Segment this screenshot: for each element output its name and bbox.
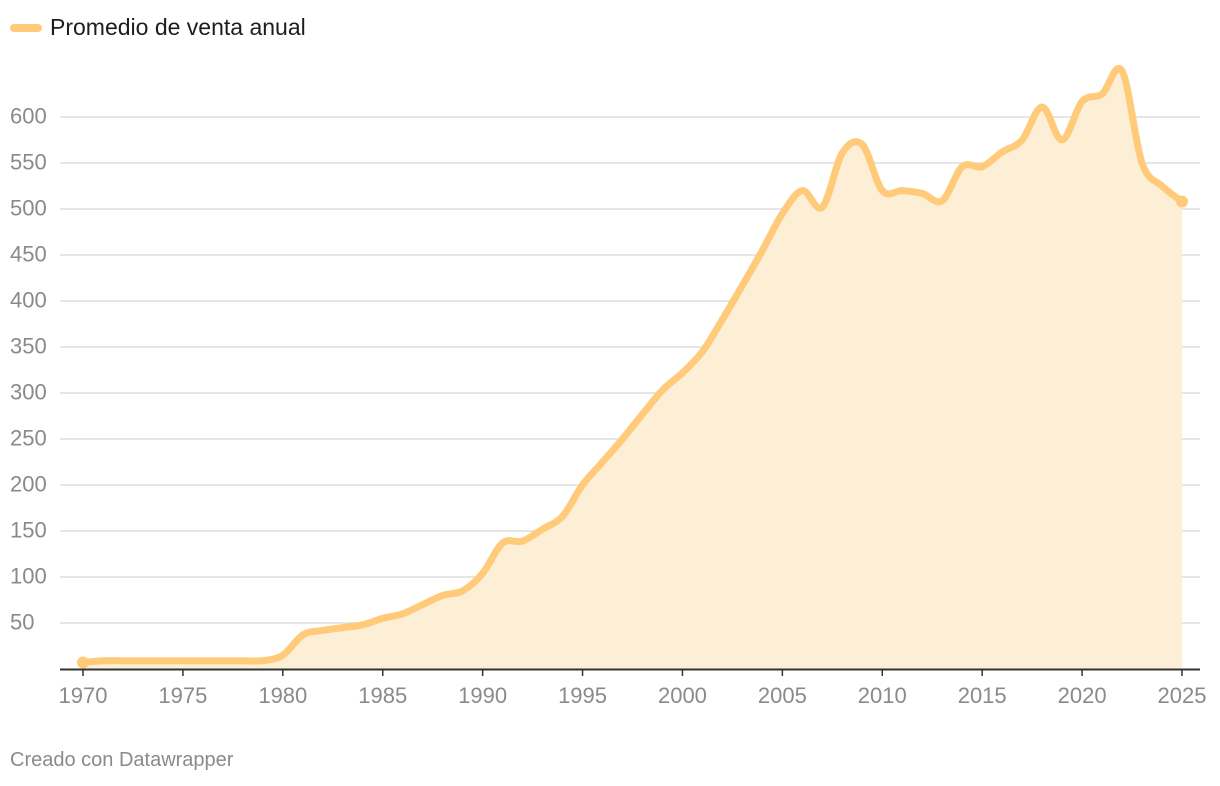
y-axis-ticks: 50 100 150 200 250 300 350 400 450 500 550 600 bbox=[10, 104, 47, 635]
y-tick-label: 550 bbox=[10, 150, 47, 175]
series-end-point bbox=[1176, 195, 1188, 208]
y-tick-label: 150 bbox=[10, 518, 47, 543]
y-tick-label: 350 bbox=[10, 334, 47, 359]
x-tick-label: 2015 bbox=[958, 683, 1007, 708]
series-start-point bbox=[77, 656, 89, 669]
legend-swatch bbox=[10, 23, 42, 32]
y-tick-label: 300 bbox=[10, 380, 47, 405]
x-tick-label: 2010 bbox=[858, 683, 907, 708]
x-tick-label: 2000 bbox=[658, 683, 707, 708]
x-tick-label: 2025 bbox=[1158, 683, 1207, 708]
y-tick-label: 450 bbox=[10, 242, 47, 267]
x-tick-label: 1970 bbox=[59, 683, 108, 708]
x-tick-label: 2005 bbox=[758, 683, 807, 708]
x-tick-label: 1975 bbox=[158, 683, 207, 708]
series-line bbox=[79, 64, 1186, 667]
y-tick-label: 100 bbox=[10, 564, 47, 589]
credit-text: Creado con Datawrapper bbox=[10, 749, 234, 771]
series-area bbox=[83, 68, 1182, 670]
x-tick-label: 1985 bbox=[358, 683, 407, 708]
y-tick-label: 600 bbox=[10, 104, 47, 129]
y-tick-label: 50 bbox=[10, 610, 34, 635]
legend-label: Promedio de venta anual bbox=[50, 14, 306, 40]
legend: Promedio de venta anual bbox=[10, 14, 306, 41]
y-tick-label: 250 bbox=[10, 426, 47, 451]
y-tick-label: 200 bbox=[10, 472, 47, 497]
x-tick-label: 1980 bbox=[258, 683, 307, 708]
y-tick-label: 500 bbox=[10, 196, 47, 221]
y-tick-label: 400 bbox=[10, 288, 47, 313]
x-tick-label: 1990 bbox=[458, 683, 507, 708]
x-axis-ticks: 1970 1975 1980 1985 1990 1995 2000 2005 2010 2015… bbox=[59, 669, 1207, 708]
x-tick-label: 1995 bbox=[558, 683, 607, 708]
x-tick-label: 2020 bbox=[1058, 683, 1107, 708]
